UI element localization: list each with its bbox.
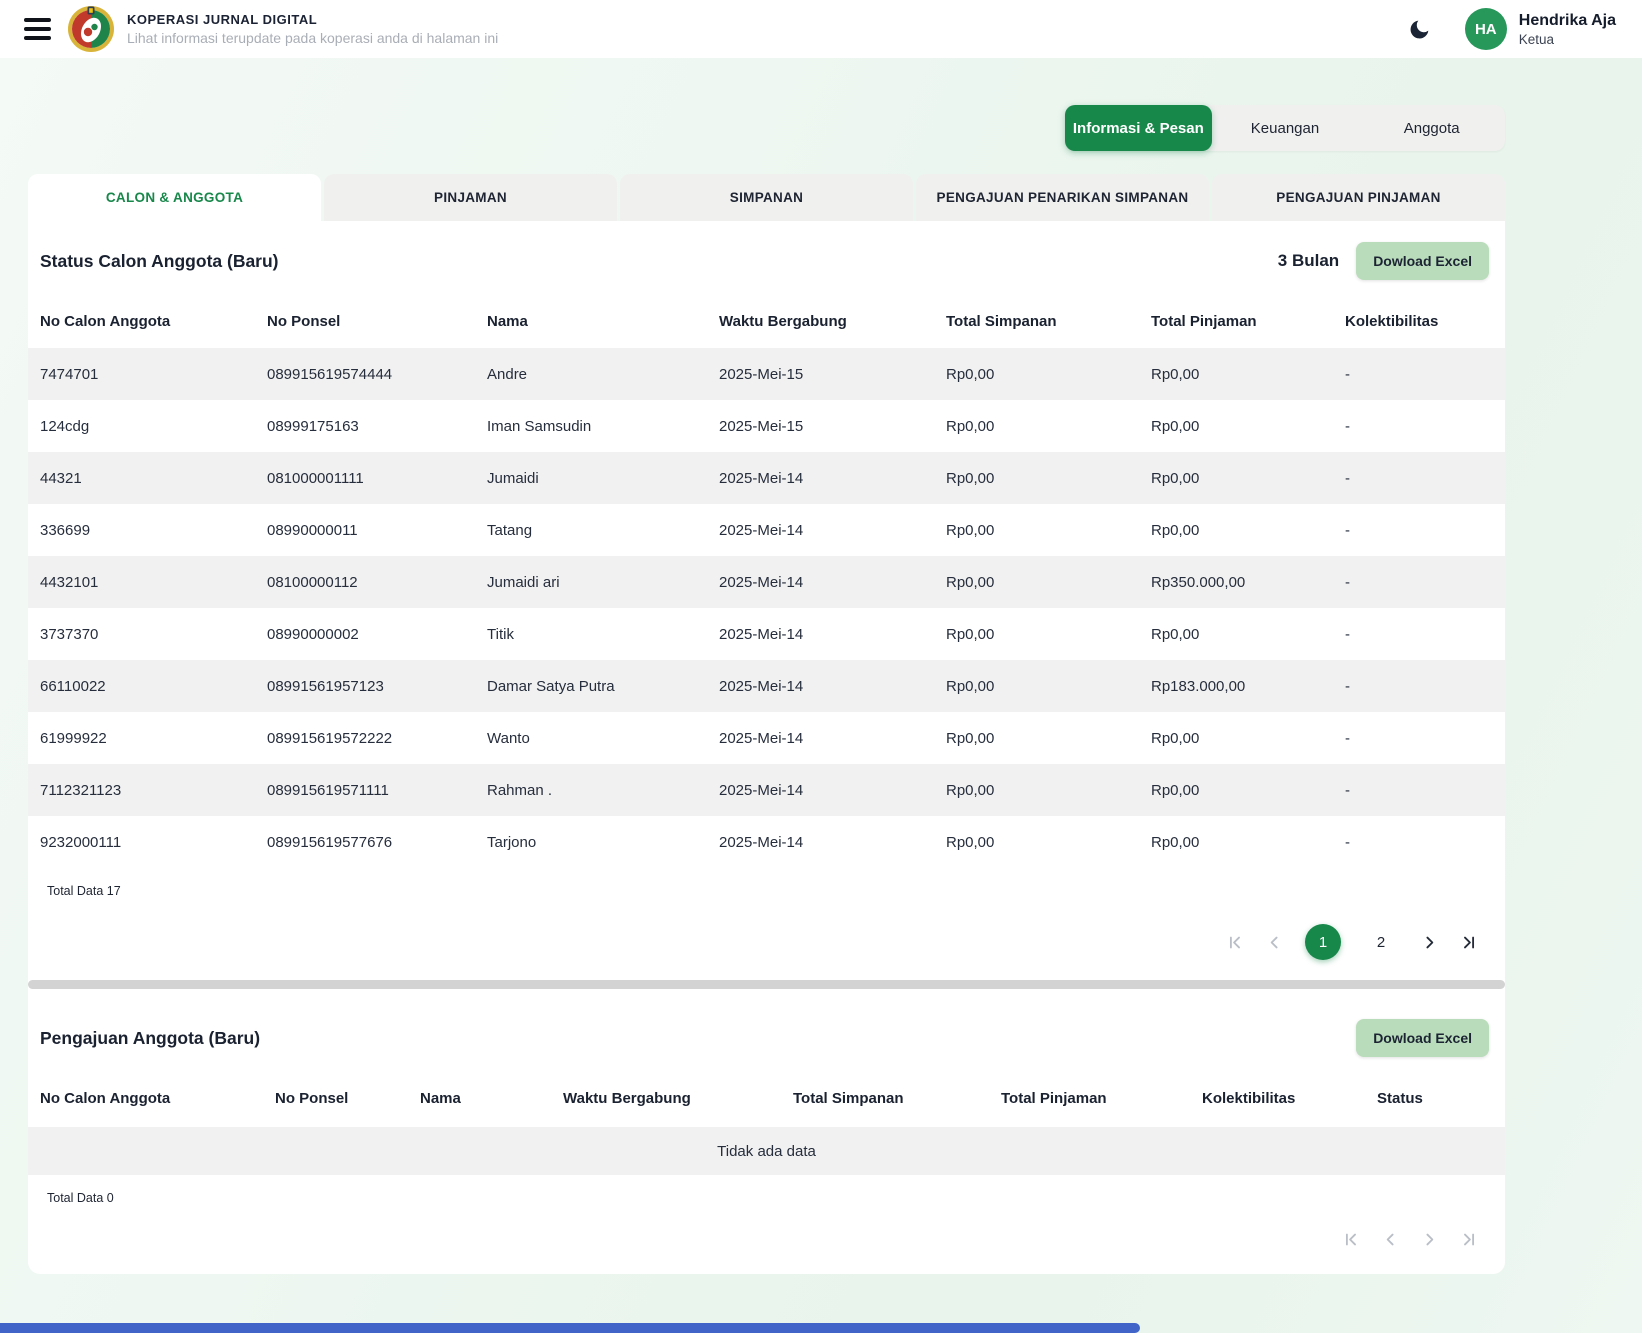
period-label: 3 Bulan	[1277, 251, 1340, 270]
first-page-button[interactable]	[1227, 934, 1244, 951]
last-page-icon	[1464, 936, 1475, 948]
section-pengajuan-anggota: Pengajuan Anggota (Baru) Dowload Excel N…	[28, 989, 1505, 1248]
chevron-left-icon	[1270, 936, 1278, 948]
prev-page-button[interactable]	[1266, 934, 1283, 951]
table-row[interactable]: 9232000111 089915619577676 Tarjono 2025-Mei…	[40, 833, 1350, 851]
column-header-waktu-bergabung: Waktu Bergabung	[563, 1089, 691, 1107]
tab-informasi-pesan[interactable]: Informasi & Pesan	[1065, 105, 1212, 151]
avatar[interactable]: HA	[1464, 8, 1507, 50]
table-row[interactable]: 336699 08990000011 Tatang 2025-Mei-14 Rp0,00…	[40, 521, 1350, 539]
section2-title: Pengajuan Anggota (Baru)	[40, 1027, 261, 1048]
table-row[interactable]: 66110022 08991561957123 Damar Satya Putra 2…	[28, 660, 1505, 712]
dark-mode-toggle[interactable]	[1408, 18, 1431, 41]
last-page-icon	[1464, 1233, 1475, 1246]
chevron-right-icon	[1426, 1233, 1434, 1246]
app-subtitle: Lihat informasi terupdate pada koperasi …	[127, 30, 499, 46]
section-status-calon-anggota: Status Calon Anggota (Baru) 3 Bulan Dowl…	[28, 221, 1505, 960]
column-header-no-ponsel: No Ponsel	[267, 312, 341, 330]
table1-total: Total Data 17	[47, 884, 121, 898]
table-row[interactable]: 61999922 089915619572222 Wanto 2025-Mei-14 R…	[40, 729, 1350, 747]
column-header-kolektibilitas: Kolektibilitas	[1345, 312, 1439, 330]
column-header-total-simpanan: Total Simpanan	[793, 1089, 904, 1107]
column-header-waktu-bergabung: Waktu Bergabung	[719, 312, 847, 330]
table-row[interactable]: 124cdg 08999175163 Iman Samsudin 2025-Mei-1…	[40, 417, 1350, 435]
app-title: KOPERASI JURNAL DIGITAL	[127, 12, 318, 27]
next-page-button[interactable]	[1421, 1231, 1438, 1248]
table2-total: Total Data 0	[47, 1191, 114, 1205]
table2-header-row: No Calon Anggota No Ponsel Nama Waktu Be…	[28, 1071, 1505, 1125]
moon-icon	[1410, 20, 1429, 38]
tab-anggota[interactable]: Anggota	[1358, 105, 1505, 151]
column-header-kolektibilitas: Kolektibilitas	[1202, 1089, 1296, 1107]
sub-tab-group: CALON & ANGGOTA PINJAMAN SIMPANAN PENGAJ…	[28, 174, 1505, 221]
table-row[interactable]: 7112321123 089915619571111 Rahman . 2025-Me…	[28, 764, 1505, 816]
column-header-total-pinjaman: Total Pinjaman	[1001, 1089, 1107, 1107]
subtab-pinjaman[interactable]: PINJAMAN	[324, 174, 617, 221]
subtab-pengajuan-pinjaman[interactable]: PENGAJUAN PINJAMAN	[1212, 174, 1505, 221]
table1-pagination: 1 2	[28, 924, 1477, 960]
user-role: Ketua	[1518, 31, 1555, 47]
empty-state: Tidak ada data	[28, 1127, 1505, 1175]
chevron-right-icon	[1426, 936, 1434, 948]
column-header-nama: Nama	[487, 312, 528, 330]
first-page-icon	[1229, 936, 1240, 948]
menu-button[interactable]	[20, 14, 55, 44]
column-header-total-pinjaman: Total Pinjaman	[1151, 312, 1257, 330]
download-excel-button-2[interactable]: Dowload Excel	[1356, 1019, 1489, 1057]
app-logo	[67, 5, 115, 53]
column-header-no-calon-anggota: No Calon Anggota	[40, 1089, 171, 1107]
next-page-button[interactable]	[1421, 934, 1438, 951]
column-header-status: Status	[1377, 1089, 1423, 1107]
first-page-icon	[1345, 1233, 1356, 1246]
content-card: Status Calon Anggota (Baru) 3 Bulan Dowl…	[28, 221, 1505, 1274]
last-page-button[interactable]	[1460, 934, 1477, 951]
table-row[interactable]: 3737370 08990000002 Titik 2025-Mei-14 Rp0,00…	[40, 625, 1350, 643]
main-tab-group: Informasi & Pesan Keuangan Anggota	[1065, 105, 1505, 151]
table1-horizontal-scrollbar[interactable]	[28, 980, 1505, 989]
app-header: KOPERASI JURNAL DIGITAL Lihat informasi …	[0, 0, 1642, 58]
page-horizontal-scrollbar[interactable]	[0, 1323, 1140, 1333]
prev-page-button[interactable]	[1382, 1231, 1399, 1248]
column-header-nama: Nama	[420, 1089, 461, 1107]
tab-keuangan[interactable]: Keuangan	[1212, 105, 1359, 151]
main-content: Informasi & Pesan Keuangan Anggota CALON…	[28, 105, 1505, 1274]
column-header-total-simpanan: Total Simpanan	[946, 312, 1057, 330]
chevron-left-icon	[1386, 1233, 1394, 1246]
column-header-no-ponsel: No Ponsel	[275, 1089, 349, 1107]
subtab-calon-anggota[interactable]: CALON & ANGGOTA	[28, 174, 321, 221]
page-1-button[interactable]: 1	[1305, 924, 1341, 960]
table2-pagination	[28, 1231, 1477, 1248]
first-page-button[interactable]	[1343, 1231, 1360, 1248]
table-row[interactable]: 44321 081000001111 Jumaidi 2025-Mei-14 Rp0,0…	[28, 452, 1505, 504]
table-row[interactable]: 4432101 08100000112 Jumaidi ari 2025-Mei-14…	[28, 556, 1505, 608]
cooperative-emblem-icon	[68, 6, 114, 52]
section1-title: Status Calon Anggota (Baru)	[40, 250, 279, 271]
last-page-button[interactable]	[1460, 1231, 1477, 1248]
subtab-pengajuan-penarikan-simpanan[interactable]: PENGAJUAN PENARIKAN SIMPANAN	[916, 174, 1209, 221]
subtab-simpanan[interactable]: SIMPANAN	[620, 174, 913, 221]
page-2-button[interactable]: 2	[1363, 924, 1399, 960]
table1-header-row: No Calon Anggota No Ponsel Nama Waktu Be…	[28, 294, 1505, 348]
user-name: Hendrika Aja	[1518, 11, 1616, 29]
table-row[interactable]: 7474701 089915619574444 Andre 2025-Mei-15 Rp…	[28, 348, 1505, 400]
column-header-no-calon-anggota: No Calon Anggota	[40, 312, 171, 330]
hamburger-icon	[24, 18, 51, 22]
table1-body: 7474701 089915619574444 Andre 2025-Mei-15 Rp…	[28, 348, 1505, 868]
download-excel-button-1[interactable]: Dowload Excel	[1356, 242, 1489, 280]
